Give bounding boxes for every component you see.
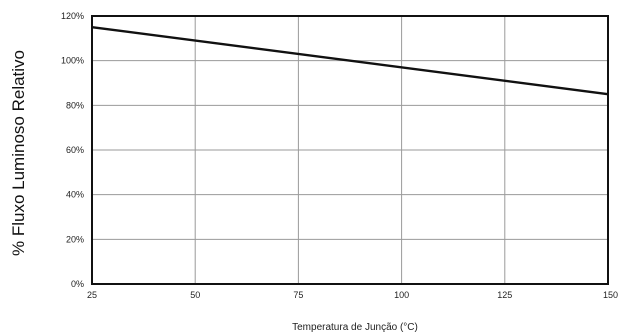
x-tick-label: 25 [87, 290, 97, 300]
y-axis-label: % Fluxo Luminoso Relativo [9, 50, 28, 256]
y-tick-label: 80% [66, 100, 84, 110]
y-tick-label: 60% [66, 145, 84, 155]
series-line [91, 25, 609, 96]
x-tick-label: 125 [497, 290, 512, 300]
y-tick-label: 0% [71, 279, 84, 289]
y-tick-labels: 0% 20% 40% 60% 80% 100% 120% [61, 11, 84, 289]
y-tick-label: 100% [61, 56, 84, 66]
x-tick-label: 150 [603, 290, 618, 300]
x-tick-label: 50 [190, 290, 200, 300]
y-tick-label: 40% [66, 190, 84, 200]
x-tick-label: 100 [394, 290, 409, 300]
y-tick-label: 120% [61, 11, 84, 21]
x-tick-label: 75 [293, 290, 303, 300]
x-axis-label: Temperatura de Junção (°C) [292, 322, 418, 333]
y-tick-label: 20% [66, 234, 84, 244]
plot-frame [91, 15, 609, 285]
x-tick-labels: 25 50 75 100 125 150 [87, 290, 618, 300]
series-layer [91, 25, 609, 96]
grid-lines [91, 15, 609, 285]
